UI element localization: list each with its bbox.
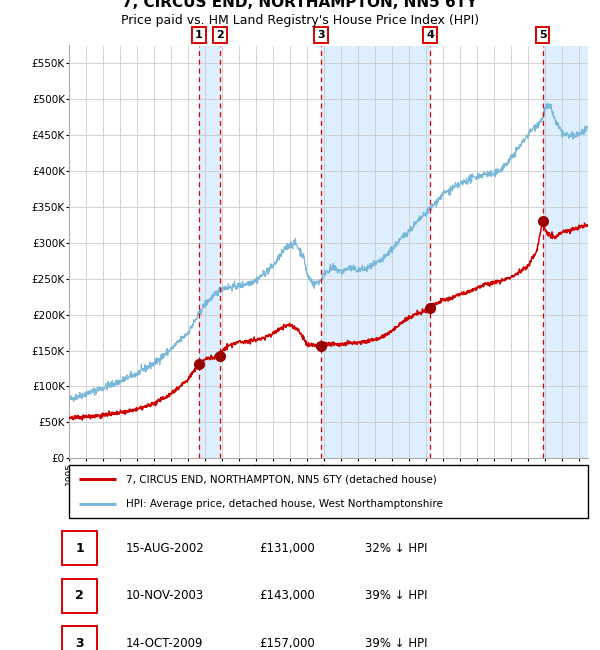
- FancyBboxPatch shape: [62, 578, 97, 613]
- Text: 39% ↓ HPI: 39% ↓ HPI: [365, 637, 427, 650]
- Text: Price paid vs. HM Land Registry's House Price Index (HPI): Price paid vs. HM Land Registry's House …: [121, 14, 479, 27]
- Text: 39% ↓ HPI: 39% ↓ HPI: [365, 590, 427, 602]
- Text: 1: 1: [75, 542, 84, 555]
- FancyBboxPatch shape: [62, 531, 97, 566]
- Text: 14-OCT-2009: 14-OCT-2009: [126, 637, 203, 650]
- Text: 2: 2: [216, 30, 224, 40]
- Text: £157,000: £157,000: [259, 637, 314, 650]
- Text: 5: 5: [539, 30, 547, 40]
- Text: 7, CIRCUS END, NORTHAMPTON, NN5 6TY (detached house): 7, CIRCUS END, NORTHAMPTON, NN5 6TY (det…: [126, 474, 437, 484]
- Bar: [542, 46, 588, 458]
- Text: 3: 3: [75, 637, 84, 650]
- Bar: [320, 46, 430, 458]
- Text: HPI: Average price, detached house, West Northamptonshire: HPI: Average price, detached house, West…: [126, 499, 443, 509]
- Text: £131,000: £131,000: [259, 542, 314, 555]
- FancyBboxPatch shape: [62, 626, 97, 650]
- Text: 32% ↓ HPI: 32% ↓ HPI: [365, 542, 427, 555]
- Text: 15-AUG-2002: 15-AUG-2002: [126, 542, 205, 555]
- Text: 3: 3: [317, 30, 325, 40]
- Text: 7, CIRCUS END, NORTHAMPTON, NN5 6TY: 7, CIRCUS END, NORTHAMPTON, NN5 6TY: [122, 0, 478, 10]
- Text: 4: 4: [427, 30, 434, 40]
- Text: £143,000: £143,000: [259, 590, 314, 602]
- Bar: [199, 46, 220, 458]
- Text: 10-NOV-2003: 10-NOV-2003: [126, 590, 204, 602]
- Text: 1: 1: [195, 30, 203, 40]
- Text: 2: 2: [75, 590, 84, 602]
